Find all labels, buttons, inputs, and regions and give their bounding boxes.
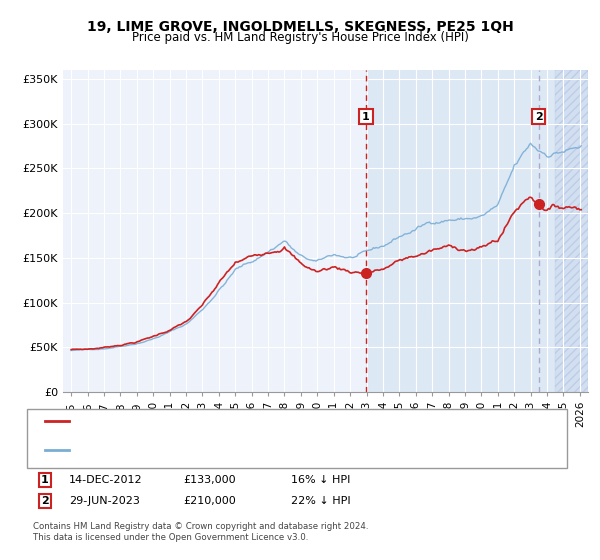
Text: 16% ↓ HPI: 16% ↓ HPI: [291, 475, 350, 485]
Text: Price paid vs. HM Land Registry's House Price Index (HPI): Price paid vs. HM Land Registry's House …: [131, 31, 469, 44]
Bar: [555, 70, 588, 392]
Text: 29-JUN-2023: 29-JUN-2023: [69, 496, 140, 506]
Text: 19, LIME GROVE, INGOLDMELLS, SKEGNESS, PE25 1QH (detached house): 19, LIME GROVE, INGOLDMELLS, SKEGNESS, P…: [75, 416, 456, 426]
Text: HPI: Average price, detached house, East Lindsey: HPI: Average price, detached house, East…: [75, 445, 334, 455]
Bar: [366, 70, 588, 392]
Text: 1: 1: [362, 111, 370, 122]
Text: 2: 2: [41, 496, 49, 506]
Text: 14-DEC-2012: 14-DEC-2012: [69, 475, 143, 485]
Text: Contains HM Land Registry data © Crown copyright and database right 2024.
This d: Contains HM Land Registry data © Crown c…: [33, 522, 368, 542]
Text: 22% ↓ HPI: 22% ↓ HPI: [291, 496, 350, 506]
Text: £210,000: £210,000: [183, 496, 236, 506]
Text: 1: 1: [41, 475, 49, 485]
Text: 2: 2: [535, 111, 542, 122]
Text: 19, LIME GROVE, INGOLDMELLS, SKEGNESS, PE25 1QH: 19, LIME GROVE, INGOLDMELLS, SKEGNESS, P…: [86, 20, 514, 34]
Text: £133,000: £133,000: [183, 475, 236, 485]
